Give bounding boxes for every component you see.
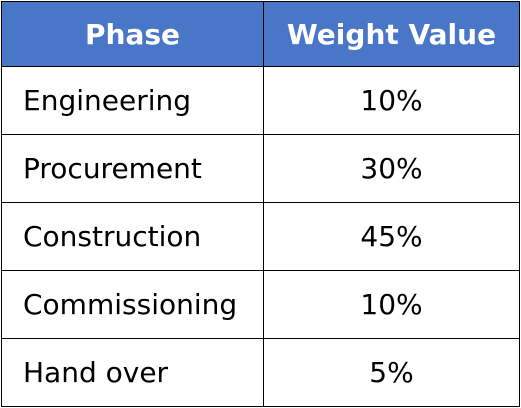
header-weight-value: Weight Value bbox=[263, 1, 520, 67]
table-row: Procurement 30% bbox=[1, 134, 520, 203]
phase-cell: Engineering bbox=[1, 66, 264, 135]
table-row: Engineering 10% bbox=[1, 66, 520, 135]
weight-cell: 10% bbox=[263, 66, 520, 135]
weight-cell: 30% bbox=[263, 134, 520, 203]
table-header-row: Phase Weight Value bbox=[1, 1, 520, 67]
phase-cell: Hand over bbox=[1, 338, 264, 407]
phase-cell: Construction bbox=[1, 202, 264, 271]
phase-cell: Procurement bbox=[1, 134, 264, 203]
table-row: Commissioning 10% bbox=[1, 270, 520, 339]
table-row: Construction 45% bbox=[1, 202, 520, 271]
header-phase: Phase bbox=[1, 1, 264, 67]
table-row: Hand over 5% bbox=[1, 338, 520, 407]
weight-cell: 45% bbox=[263, 202, 520, 271]
phase-cell: Commissioning bbox=[1, 270, 264, 339]
weight-cell: 10% bbox=[263, 270, 520, 339]
weight-cell: 5% bbox=[263, 338, 520, 407]
